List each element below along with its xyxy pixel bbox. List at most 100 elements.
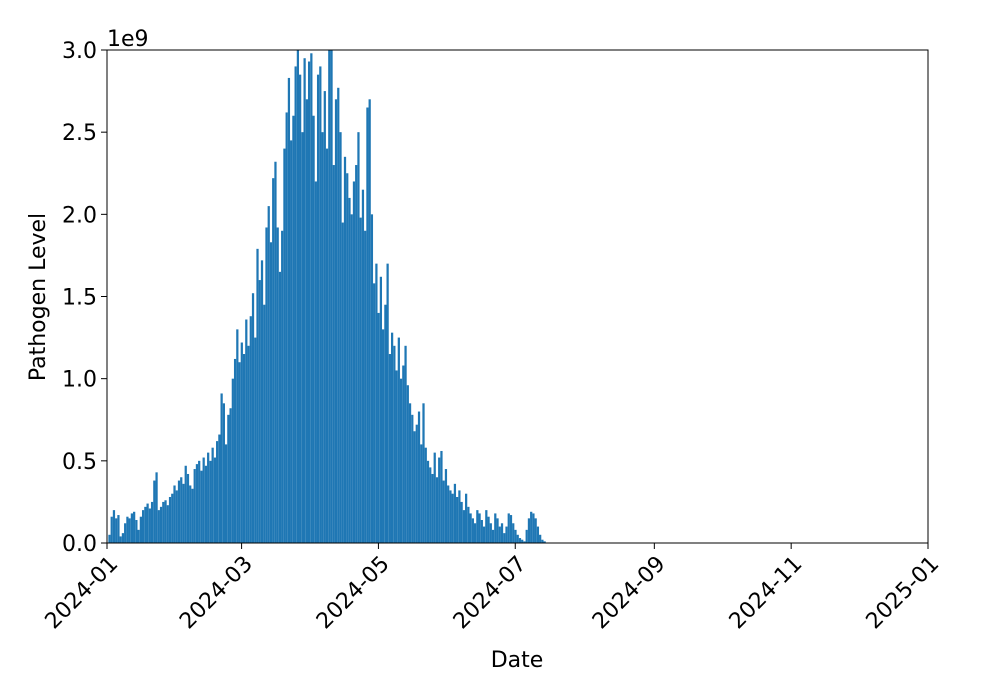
bar [265,227,268,544]
bar [227,414,230,543]
x-tick-label: 2024-07 [449,552,532,635]
bar [124,523,127,543]
bar [523,541,526,543]
bar [375,263,378,543]
bar [487,516,490,543]
bar [141,510,145,543]
bar [292,115,295,543]
bar [316,74,320,544]
bar [155,472,158,543]
bar [534,518,537,543]
bar [505,526,508,543]
bar [440,450,443,543]
bar [507,513,510,543]
bar [532,513,535,543]
bar [359,217,362,543]
bar [411,414,414,543]
bar [323,91,326,543]
bar [189,485,192,543]
bar [364,230,367,543]
bar [200,470,203,543]
bar [238,362,241,543]
bar [263,304,266,543]
bar [224,444,228,543]
bar [130,513,134,543]
bar [388,354,391,543]
bar [216,441,219,543]
bar [343,156,347,544]
bar [521,539,524,543]
bar [258,280,261,543]
bar [164,500,167,543]
bar [135,519,138,543]
bar [173,485,176,543]
bar [357,132,360,543]
bar [413,431,416,543]
bar [245,319,248,543]
bar [500,523,504,543]
bar [406,385,409,543]
bar [195,464,199,543]
bar [218,434,221,543]
bar [310,53,313,543]
bar [175,490,178,543]
bar [366,107,369,544]
bar [305,99,308,544]
bar [444,469,448,543]
bar [119,536,122,543]
bar [294,66,297,543]
bar [382,329,385,543]
bar [512,523,515,543]
bar [126,516,129,543]
bar [242,354,246,543]
bar [402,365,405,543]
bar [213,457,217,543]
bar [489,523,492,543]
bar [384,304,387,543]
bar [355,165,358,544]
bar [303,58,306,543]
bar [222,403,225,543]
bar [471,518,474,543]
bar [231,378,234,543]
bar [379,276,383,543]
bar [465,493,468,543]
bar [453,483,457,543]
bar [117,515,120,543]
bar [467,506,470,543]
bar [339,132,342,543]
bar [485,510,488,543]
bar [473,523,477,543]
x-tick-label: 2024-03 [175,552,258,635]
bar [462,510,466,543]
bar [319,66,322,543]
y-tick-label: 2.5 [62,121,97,146]
bar [137,529,140,543]
bar [328,50,331,543]
bar [204,465,208,543]
bar [408,403,412,543]
bar [307,61,311,544]
bar [397,337,400,543]
bar [390,332,394,543]
bar [276,227,279,544]
bars [108,50,546,544]
bar [341,222,344,544]
bar [171,493,174,543]
bar [254,337,257,543]
bar [115,518,118,543]
bar [480,519,483,543]
bar [283,148,286,543]
bar [426,460,430,543]
bar [146,503,149,543]
bar [236,329,239,543]
x-tick-label: 2024-11 [725,552,808,635]
bar [184,465,187,543]
bar [153,480,156,543]
bar [296,50,300,543]
bar [251,293,255,543]
bar [527,518,531,543]
bar [476,510,479,543]
bar [269,242,273,543]
